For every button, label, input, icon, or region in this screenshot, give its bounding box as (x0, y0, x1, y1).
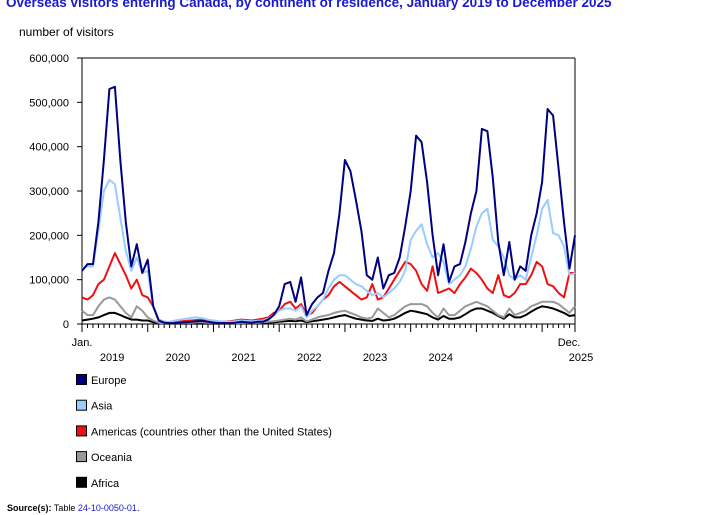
x-year-label: 2019 (100, 352, 124, 364)
series-line-asia (81, 178, 576, 323)
series-lines (81, 85, 576, 325)
source-table-link[interactable]: 24-10-0050-01 (77, 503, 137, 513)
legend-label: Asia (91, 401, 113, 413)
legend-label: Americas (countries other than the Unite… (91, 426, 332, 438)
legend-label: Oceania (91, 452, 133, 464)
x-year-label: 2023 (363, 352, 387, 364)
x-end-label: Dec. (558, 337, 581, 349)
y-tick-label: 300,000 (29, 186, 69, 198)
y-tick-label: 200,000 (29, 230, 69, 242)
source-label: Source(s): (7, 503, 52, 513)
x-year-label: 2020 (166, 352, 190, 364)
x-year-label: 2022 (297, 352, 321, 364)
y-tick-label: 600,000 (29, 53, 69, 65)
source-prefix: Table (53, 503, 76, 513)
x-year-label: 2025 (569, 352, 593, 364)
legend-swatch (76, 451, 87, 463)
x-year-label: 2021 (231, 352, 255, 364)
legend-swatch (76, 399, 87, 411)
legend-swatch (76, 425, 87, 437)
chart-title: Overseas visitors entering Canada, by co… (6, 0, 612, 10)
y-tick-label: 100,000 (29, 275, 69, 287)
legend-label: Europe (91, 375, 126, 387)
series-line-europe (81, 85, 576, 325)
y-axis-label: number of visitors (19, 25, 114, 39)
legend: Europe Asia Americas (countries other than… (76, 374, 332, 490)
source-note: Source(s): Table 24-10-0050-01. (7, 503, 139, 513)
axes: 0 100,000 200,000 300,000 400,000 500,000 600,… (29, 53, 593, 364)
y-tick-label: 400,000 (29, 142, 69, 154)
legend-swatch (76, 476, 87, 488)
x-year-label: 2024 (429, 352, 453, 364)
legend-swatch (76, 374, 87, 385)
x-start-label: Jan. (72, 337, 93, 349)
legend-label: Africa (91, 478, 120, 490)
y-tick-label: 0 (63, 319, 69, 331)
y-tick-label: 500,000 (29, 97, 69, 109)
source-suffix: . (136, 503, 140, 513)
